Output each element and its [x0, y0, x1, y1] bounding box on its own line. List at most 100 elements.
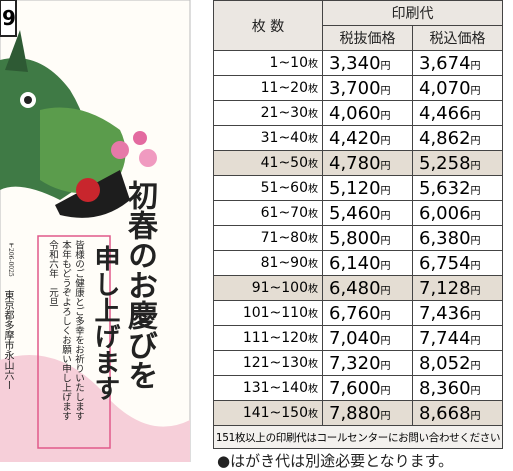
- cell-value: 5,800: [329, 227, 381, 249]
- cell-value: 3,700: [329, 77, 381, 99]
- table-cell: 5,800円: [322, 225, 413, 251]
- cell-value: 8,668: [419, 402, 471, 424]
- table-cell: 8,360円: [412, 375, 503, 401]
- header-cell: 税込価格: [412, 25, 503, 51]
- cell-value: 4,060: [329, 102, 381, 124]
- table-row: 1~10枚 3,340円 3,674円: [213, 50, 503, 76]
- unit: 枚: [308, 384, 318, 395]
- unit: 円: [470, 235, 481, 247]
- cell-value: 5,460: [329, 202, 381, 224]
- table-cell: 5,460円: [322, 200, 413, 226]
- table-row: 101~110枚 6,760円 7,436円: [213, 300, 503, 326]
- table-cell: 141~150枚: [213, 400, 323, 426]
- table-cell: 11~20枚: [213, 75, 323, 101]
- cell-value: 81~90: [260, 255, 308, 271]
- cell-value: 8,360: [419, 377, 471, 399]
- table-cell: 51~60枚: [213, 175, 323, 201]
- message-line: 令和六年 元旦: [47, 240, 58, 307]
- table-cell: 41~50枚: [213, 150, 323, 176]
- table-cell: 6,380円: [412, 225, 503, 251]
- cell-value: 6,760: [329, 302, 381, 324]
- table-row: 91~100枚 6,480円 7,128円: [213, 275, 503, 301]
- cell-value: 7,040: [329, 327, 381, 349]
- unit: 円: [380, 135, 391, 147]
- table-cell: 3,700円: [322, 75, 413, 101]
- cell-value: 4,862: [419, 127, 471, 149]
- table-cell: 4,862円: [412, 125, 503, 151]
- unit: 円: [470, 360, 481, 372]
- unit: 枚: [308, 284, 318, 295]
- table-row: 111~120枚 7,040円 7,744円: [213, 325, 503, 351]
- table-cell: 8,052円: [412, 350, 503, 376]
- table-cell: 4,070円: [412, 75, 503, 101]
- unit: 円: [380, 360, 391, 372]
- message-line: 本年もどうぞよろしくお願い申し上げます: [60, 240, 71, 421]
- table-row: 11~20枚 3,700円 4,070円: [213, 75, 503, 101]
- header-cell: 税抜価格: [322, 25, 413, 51]
- unit: 枚: [308, 334, 318, 345]
- table-cell: 7,320円: [322, 350, 413, 376]
- table-cell: 31~40枚: [213, 125, 323, 151]
- table-row: 41~50枚 4,780 円 5,258円: [213, 150, 503, 176]
- table-row: 151枚以上の印刷代はコールセンターにお問い合わせください: [213, 425, 503, 449]
- cell-value: 31~40: [260, 130, 308, 146]
- table-row: 71~80枚 5,800円 6,380円: [213, 225, 503, 251]
- table-row: 61~70枚 5,460円 6,006円: [213, 200, 503, 226]
- table-cell: 121~130枚: [213, 350, 323, 376]
- cell-value: 131~140: [242, 380, 308, 396]
- cell-value: 111~120: [242, 330, 308, 346]
- unit: 円: [470, 285, 481, 297]
- message: 皆様のご健康とご多幸をお祈りいたします 本年もどうぞよろしくお願い申し上げます 令和…: [46, 240, 85, 445]
- cell-value: 5,258: [419, 152, 471, 174]
- unit: 円: [380, 410, 391, 422]
- cell-value: 91~100: [251, 280, 308, 296]
- table-row: 121~130枚 7,320円 8,052円: [213, 350, 503, 376]
- cell-value: 4,466: [419, 102, 471, 124]
- card-image: 9 初春のお慶びを 申し上げます 皆様のご健康とご多幸をお祈りいたします 本年もど…: [0, 0, 192, 462]
- unit: 枚: [308, 109, 318, 120]
- unit: 円: [380, 185, 391, 197]
- table-cell: 6,480円: [322, 275, 413, 301]
- header-cell: 印刷代: [322, 0, 503, 26]
- cell-value: 4,780: [329, 152, 381, 174]
- table-cell: 6,760円: [322, 300, 413, 326]
- cell-value: 6,380: [419, 227, 471, 249]
- table-cell: 4,466円: [412, 100, 503, 126]
- unit: 円: [470, 160, 481, 172]
- unit: 円: [470, 310, 481, 322]
- unit: 円: [380, 335, 391, 347]
- cell-value: 121~130: [242, 355, 308, 371]
- table-cell: 3,340円: [322, 50, 413, 76]
- unit: 枚: [308, 59, 318, 70]
- unit: 円: [470, 335, 481, 347]
- unit: 円: [380, 85, 391, 97]
- unit: 円: [470, 110, 481, 122]
- cell-value: 4,420: [329, 127, 381, 149]
- price-table: 枚 数 印刷代 税抜価格 税込価格 1~10枚 3,340円 3,674円 11~20…: [213, 0, 503, 449]
- unit: 円: [470, 210, 481, 222]
- table-cell: 4,420円: [322, 125, 413, 151]
- table-cell: 7,128円: [412, 275, 503, 301]
- unit: 円: [380, 210, 391, 222]
- cell-value: 1~10: [269, 55, 308, 71]
- cell-value: 6,140: [329, 252, 381, 274]
- table-cell: 5,258円: [412, 150, 503, 176]
- table-cell: 5,120円: [322, 175, 413, 201]
- page-number: 9: [2, 6, 16, 30]
- table-cell: 71~80枚: [213, 225, 323, 251]
- unit: 枚: [308, 209, 318, 220]
- unit: 円: [470, 135, 481, 147]
- cell-value: 7,128: [419, 277, 471, 299]
- message-line: 皆様のご健康とご多幸をお祈りいたします: [73, 240, 84, 421]
- table-cell: 6,754円: [412, 250, 503, 276]
- cell-value: 6,480: [329, 277, 381, 299]
- cell-value: 5,632: [419, 177, 471, 199]
- table-cell: 101~110枚: [213, 300, 323, 326]
- cell-value: 4,070: [419, 77, 471, 99]
- table-cell: 111~120枚: [213, 325, 323, 351]
- unit: 円: [380, 385, 391, 397]
- cell-value: 3,674: [419, 52, 471, 74]
- table-cell: 7,744円: [412, 325, 503, 351]
- cell-value: 7,744: [419, 327, 471, 349]
